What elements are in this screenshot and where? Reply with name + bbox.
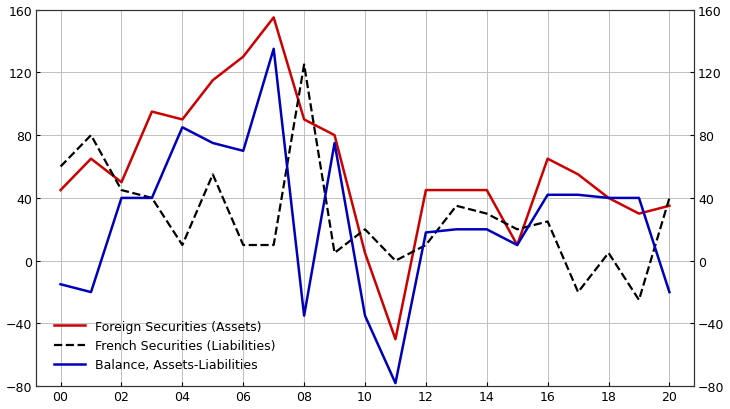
Foreign Securities (Assets) xyxy=(513,243,522,248)
French Securities (Liabilities) xyxy=(117,188,126,193)
Foreign Securities (Assets) xyxy=(300,118,309,123)
Foreign Securities (Assets) xyxy=(452,188,461,193)
French Securities (Liabilities) xyxy=(300,63,309,68)
Foreign Securities (Assets) xyxy=(147,110,156,115)
Foreign Securities (Assets) xyxy=(56,188,65,193)
French Securities (Liabilities) xyxy=(483,211,491,216)
Foreign Securities (Assets) xyxy=(391,337,400,342)
Foreign Securities (Assets) xyxy=(665,204,674,209)
French Securities (Liabilities) xyxy=(208,173,217,178)
Foreign Securities (Assets) xyxy=(330,133,339,138)
Foreign Securities (Assets) xyxy=(483,188,491,193)
Foreign Securities (Assets) xyxy=(117,180,126,185)
Balance, Assets-Liabilities xyxy=(300,313,309,318)
French Securities (Liabilities) xyxy=(87,133,96,138)
Foreign Securities (Assets) xyxy=(604,196,613,201)
Foreign Securities (Assets) xyxy=(87,157,96,162)
Foreign Securities (Assets) xyxy=(239,55,247,60)
Balance, Assets-Liabilities xyxy=(330,141,339,146)
Balance, Assets-Liabilities xyxy=(147,196,156,201)
Foreign Securities (Assets) xyxy=(178,118,187,123)
Balance, Assets-Liabilities xyxy=(634,196,643,201)
French Securities (Liabilities) xyxy=(330,251,339,256)
Legend: Foreign Securities (Assets), French Securities (Liabilities), Balance, Assets-Li: Foreign Securities (Assets), French Secu… xyxy=(49,315,281,376)
Balance, Assets-Liabilities xyxy=(178,126,187,130)
Balance, Assets-Liabilities xyxy=(483,227,491,232)
Foreign Securities (Assets) xyxy=(208,79,217,83)
Balance, Assets-Liabilities xyxy=(604,196,613,201)
French Securities (Liabilities) xyxy=(634,298,643,303)
French Securities (Liabilities) xyxy=(574,290,583,295)
Balance, Assets-Liabilities xyxy=(269,47,278,52)
Balance, Assets-Liabilities xyxy=(117,196,126,201)
French Securities (Liabilities) xyxy=(147,196,156,201)
Line: Foreign Securities (Assets): Foreign Securities (Assets) xyxy=(61,18,669,339)
Balance, Assets-Liabilities xyxy=(56,282,65,287)
Foreign Securities (Assets) xyxy=(543,157,552,162)
Foreign Securities (Assets) xyxy=(634,211,643,216)
Foreign Securities (Assets) xyxy=(269,16,278,21)
French Securities (Liabilities) xyxy=(269,243,278,248)
Foreign Securities (Assets) xyxy=(574,173,583,178)
Balance, Assets-Liabilities xyxy=(361,313,369,318)
French Securities (Liabilities) xyxy=(604,251,613,256)
Foreign Securities (Assets) xyxy=(361,251,369,256)
Foreign Securities (Assets) xyxy=(421,188,430,193)
Balance, Assets-Liabilities xyxy=(391,381,400,386)
French Securities (Liabilities) xyxy=(361,227,369,232)
Balance, Assets-Liabilities xyxy=(208,141,217,146)
French Securities (Liabilities) xyxy=(178,243,187,248)
French Securities (Liabilities) xyxy=(421,243,430,248)
Balance, Assets-Liabilities xyxy=(665,290,674,295)
French Securities (Liabilities) xyxy=(665,196,674,201)
French Securities (Liabilities) xyxy=(56,165,65,170)
French Securities (Liabilities) xyxy=(239,243,247,248)
Balance, Assets-Liabilities xyxy=(87,290,96,295)
French Securities (Liabilities) xyxy=(513,227,522,232)
Balance, Assets-Liabilities xyxy=(574,193,583,198)
Balance, Assets-Liabilities xyxy=(452,227,461,232)
Balance, Assets-Liabilities xyxy=(513,243,522,248)
Line: French Securities (Liabilities): French Securities (Liabilities) xyxy=(61,65,669,300)
Line: Balance, Assets-Liabilities: Balance, Assets-Liabilities xyxy=(61,49,669,383)
Balance, Assets-Liabilities xyxy=(543,193,552,198)
French Securities (Liabilities) xyxy=(452,204,461,209)
Balance, Assets-Liabilities xyxy=(421,230,430,235)
Balance, Assets-Liabilities xyxy=(239,149,247,154)
French Securities (Liabilities) xyxy=(543,220,552,225)
French Securities (Liabilities) xyxy=(391,258,400,263)
